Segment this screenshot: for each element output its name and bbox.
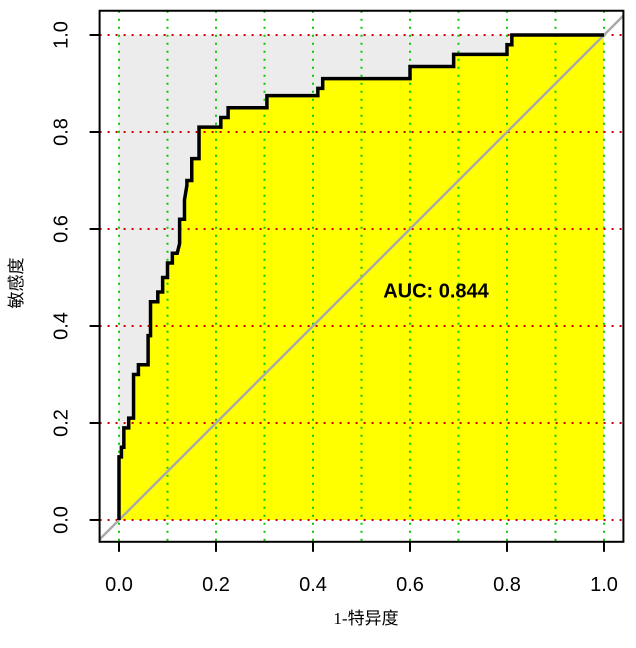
y-tick-label: 0.6 — [50, 215, 72, 243]
x-tick-label: 0.8 — [493, 574, 521, 596]
y-tick-label: 0.4 — [50, 312, 72, 340]
x-tick-label: 0.0 — [105, 574, 133, 596]
x-tick-label: 0.4 — [299, 574, 327, 596]
x-tick-label: 0.6 — [396, 574, 424, 596]
y-axis-title: 敏感度 — [7, 258, 26, 309]
auc-annotation: AUC: 0.844 — [383, 280, 489, 302]
plot-layer — [99, 10, 624, 542]
y-tick-label: 0.0 — [50, 506, 72, 534]
x-axis-title: 1-特异度 — [333, 609, 398, 628]
y-tick-label: 0.8 — [50, 118, 72, 146]
roc-curve — [117, 33, 604, 520]
y-tick-label: 0.2 — [50, 409, 72, 437]
plot-frame — [98, 9, 625, 543]
x-tick-label: 0.2 — [202, 574, 230, 596]
diagonal — [99, 14, 624, 541]
x-tick-label: 1.0 — [590, 574, 618, 596]
y-tick-label: 1.0 — [50, 21, 72, 49]
